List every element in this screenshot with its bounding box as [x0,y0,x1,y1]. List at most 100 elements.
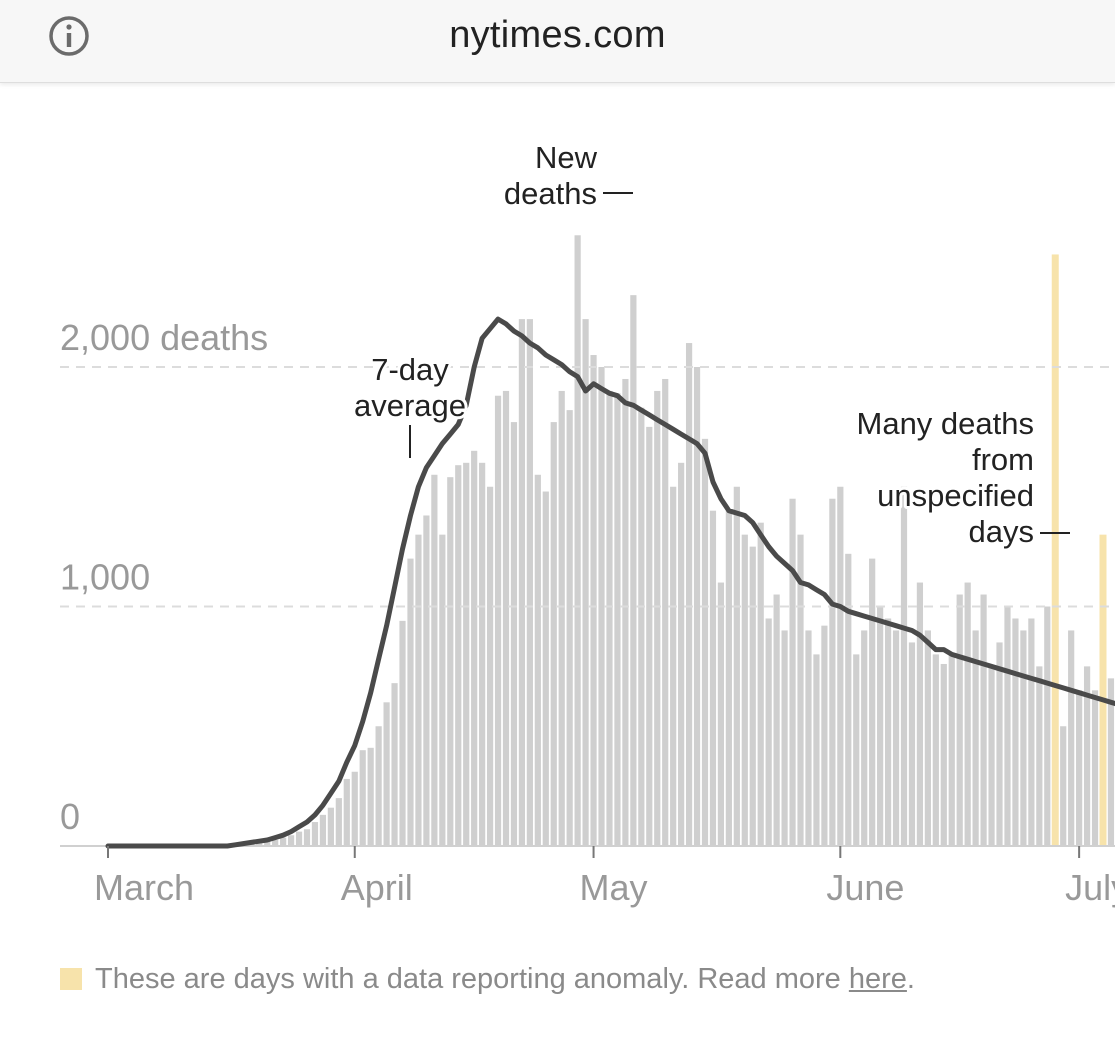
bar-new-deaths [940,663,947,846]
bar-new-deaths [423,515,430,846]
bar-new-deaths [327,807,334,846]
bar-new-deaths [486,486,494,846]
bar-new-deaths [510,422,518,846]
bar-new-deaths [757,522,764,846]
bar-new-deaths [678,462,685,846]
bar-new-deaths [845,553,852,846]
bar-new-deaths [805,630,812,846]
bar-new-deaths [662,378,669,846]
bar-new-deaths [1036,666,1043,846]
bar-anomaly [1099,534,1107,846]
annotation-7-day-average: average [354,388,466,423]
legend-text-before: These are days with a data reporting ano… [95,962,849,995]
bar-new-deaths [638,407,645,846]
bar-new-deaths [399,620,406,846]
bar-new-deaths [884,618,892,846]
bar-new-deaths [534,474,541,846]
bar-new-deaths [741,534,748,846]
bar-new-deaths [1004,606,1011,846]
bar-new-deaths [869,558,876,846]
legend-text-after: . [906,962,915,995]
bar-new-deaths [654,390,661,846]
bar-new-deaths [861,630,868,846]
bar-new-deaths [463,462,470,846]
bar-new-deaths [829,498,836,846]
bar-new-deaths [431,474,438,846]
bar-new-deaths [956,594,963,846]
bar-new-deaths [773,594,780,846]
y-tick-label: 2,000 deaths [60,317,268,358]
bar-new-deaths [542,491,549,846]
bar-new-deaths [351,771,358,846]
x-tick-label: June [826,867,904,908]
bar-new-deaths [479,462,486,846]
bar-new-deaths [367,747,374,846]
legend-text: These are days with a data reporting ano… [95,963,915,996]
annotation-unspecified-days: days [969,514,1034,549]
annotation-unspecified-days: from [972,442,1034,477]
bar-new-deaths [407,558,414,846]
bar-new-deaths [972,630,979,846]
bar-new-deaths [598,367,605,846]
info-circle-icon[interactable] [47,14,91,58]
browser-address-bar: nytimes.com [0,0,1115,83]
bar-new-deaths [518,319,526,847]
bar-new-deaths [311,822,319,846]
bar-new-deaths [256,842,263,846]
bar-new-deaths [566,410,573,846]
bar-new-deaths [574,235,581,846]
bar-new-deaths [606,390,613,846]
bar-new-deaths [980,594,987,846]
bar-new-deaths [900,486,908,846]
bar-new-deaths [988,666,995,846]
y-tick-label: 1,000 [60,557,150,598]
annotation-new-deaths: New [535,140,598,175]
bar-new-deaths [853,654,860,846]
x-tick-label: July [1065,867,1115,908]
bar-new-deaths [685,343,693,846]
x-tick-label: March [94,867,194,908]
bar-new-deaths [471,450,478,846]
bar-new-deaths [821,625,828,846]
bar-new-deaths [749,546,756,846]
chart-legend: These are days with a data reporting ano… [60,962,915,996]
bar-new-deaths [335,798,342,846]
bar-new-deaths [996,642,1003,846]
bar-new-deaths [319,814,327,846]
annotation-new-deaths: deaths [504,176,597,211]
annotation-unspecified-days: Many deaths [857,406,1035,441]
bar-new-deaths [1076,690,1083,846]
bar-new-deaths [1060,726,1067,846]
bar-new-deaths [1068,630,1075,846]
bar-new-deaths [1044,606,1051,846]
bar-new-deaths [1012,618,1019,846]
x-tick-label: May [580,867,648,908]
bar-new-deaths [725,510,732,846]
read-more-link[interactable]: here [848,962,907,995]
bar-new-deaths [287,835,295,846]
annotation-unspecified-days: unspecified [877,478,1034,513]
site-domain[interactable]: nytimes.com [449,14,666,56]
bar-new-deaths [693,367,701,846]
bar-new-deaths [701,438,709,846]
bar-new-deaths [359,750,366,846]
bar-new-deaths [383,702,390,846]
bar-new-deaths [908,642,916,846]
anomaly-swatch [60,968,82,990]
bar-new-deaths [733,486,740,846]
bar-new-deaths [646,426,653,846]
bar-new-deaths [280,837,287,846]
bar-new-deaths [916,582,924,846]
bar-new-deaths [558,390,565,846]
bar-new-deaths [343,778,350,846]
bar-new-deaths [415,534,422,846]
bar-new-deaths [264,841,271,846]
bar-new-deaths [1091,690,1099,846]
bar-new-deaths [303,829,311,846]
bar-new-deaths [813,654,820,846]
bar-new-deaths [1083,666,1091,846]
bar-new-deaths [781,630,788,846]
bar-new-deaths [526,319,533,847]
bar-new-deaths [948,654,955,846]
y-tick-label: 0 [60,796,80,837]
